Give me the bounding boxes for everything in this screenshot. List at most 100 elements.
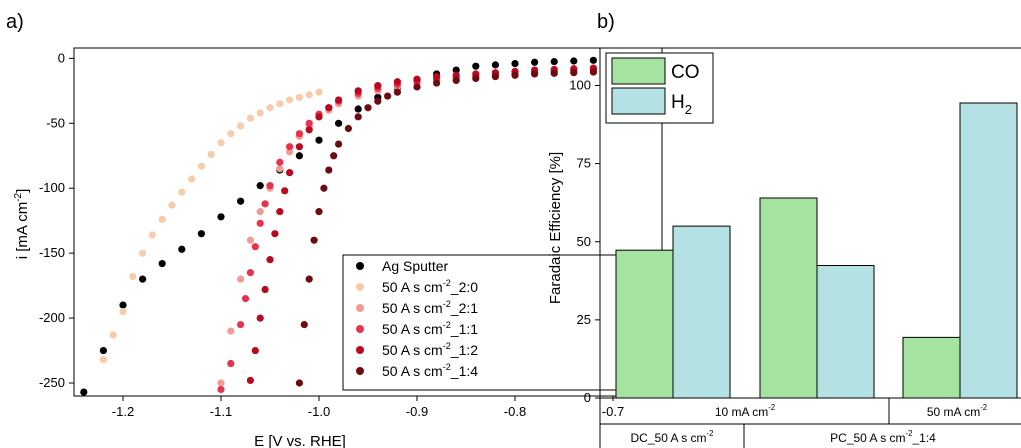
plot-b-bar-co: [759, 197, 818, 399]
plot-a-point: [472, 74, 480, 83]
plot-a-point: [237, 320, 245, 329]
plot-a-y-tick-label: -200: [39, 310, 65, 325]
plot-a-point: [335, 140, 343, 148]
plot-a-point: [315, 113, 323, 121]
plot-a-point: [310, 236, 318, 244]
plot-a-point: [251, 243, 259, 251]
plot-a-point: [452, 66, 460, 74]
plot-a-point: [256, 208, 264, 216]
plot-a-series-1: [99, 88, 323, 364]
plot-b-y-tick-label: 25: [577, 312, 591, 327]
plot-a-point: [472, 62, 480, 70]
plot-a-y-tick-label: -250: [39, 375, 65, 390]
plot-a-point: [286, 143, 294, 151]
plot-a-y-axis-label: i [mA cm-2]: [13, 189, 31, 260]
plot-a-y-tick-label: 0: [58, 50, 65, 65]
plot-a-point: [261, 200, 269, 208]
plot-a-point: [452, 76, 460, 85]
plot-b-bar-h2: [672, 225, 731, 399]
plot-a-point: [295, 93, 303, 101]
plot-a-point: [305, 119, 313, 127]
plot-a-point: [491, 72, 499, 81]
plot-a-point: [315, 88, 323, 96]
plot-a-point: [286, 169, 294, 177]
plot-a-point: [531, 58, 539, 66]
plot-a-point: [295, 130, 303, 138]
plot-a-point: [433, 79, 441, 87]
plot-a-point: [354, 113, 362, 121]
plot-a-point: [413, 83, 421, 91]
plot-a-point: [109, 331, 117, 339]
plot-a-legend-marker: [356, 346, 364, 354]
plot-a-point: [511, 59, 519, 68]
plot-a-point: [286, 148, 294, 156]
plot-a-point: [227, 130, 235, 138]
plot-a-point: [452, 71, 460, 79]
plot-a-point: [246, 236, 254, 244]
plot-a-point: [261, 285, 269, 294]
plot-a-point: [119, 301, 127, 309]
plot-a-point: [158, 259, 166, 268]
plot-b-legend: CO H2: [605, 52, 714, 124]
plot-a-y-tick-label: -150: [39, 245, 65, 260]
plot-a-point: [295, 379, 303, 387]
plot-a-point: [550, 69, 558, 77]
plot-a-point: [188, 175, 196, 183]
plot-a-legend: Ag Sputter 50 A s cm-2_2:0 50 A s cm-2_2:1…: [342, 254, 656, 391]
plot-a-x-tick-label: -1.1: [210, 404, 232, 419]
plot-a-point: [325, 104, 333, 112]
plot-a-point: [315, 136, 323, 144]
plot-a-point: [570, 69, 578, 77]
plot-a-y-tick-label: -50: [46, 115, 65, 130]
plot-a-legend-label: Ag Sputter: [382, 258, 448, 274]
plot-a-legend-marker: [356, 367, 364, 375]
plot-b-y-tick-label: 0: [584, 390, 591, 405]
plot-a-point: [295, 143, 303, 151]
plot-a-legend-label: 50 A s cm-2_1:2: [382, 341, 478, 358]
plot-b-legend-swatch: [611, 87, 666, 115]
plot-a-point: [393, 88, 401, 96]
plot-a-x-tick-label: -0.9: [406, 404, 428, 419]
plot-a-point: [354, 87, 362, 95]
plot-a-point: [217, 379, 225, 387]
plot-b-legend-swatch: [611, 57, 666, 85]
plot-b-legend-label: CO: [671, 62, 700, 83]
plot-a-point: [237, 275, 245, 283]
plot-a-point: [276, 100, 284, 108]
plot-a-legend-label: 50 A s cm-2_2:0: [382, 278, 478, 295]
plot-a-point: [325, 166, 333, 174]
plot-a-point: [139, 249, 147, 257]
plot-a-point: [354, 105, 362, 113]
plot-a-point: [384, 92, 392, 100]
plot-b-y-tick-label: 75: [577, 156, 591, 171]
plot-a-frame: [73, 47, 663, 397]
plot-a-point: [286, 96, 294, 104]
plot-a-point: [315, 208, 323, 216]
plot-a-x-axis-label: E [V vs. RHE]: [254, 433, 346, 448]
plot-a-point: [276, 158, 284, 166]
plot-a-legend-marker: [356, 304, 364, 312]
plot-a-point: [256, 219, 264, 227]
plot-a-point: [237, 197, 245, 205]
plot-b-axes: 0 25 50 75 100: [569, 78, 600, 405]
plot-a-point: [266, 104, 274, 112]
plot-a-point: [217, 213, 225, 221]
plot-a-point: [364, 104, 372, 112]
plot-a-point: [281, 187, 289, 195]
plot-a-point: [374, 97, 382, 105]
plot-a-legend-label: 50 A s cm-2_2:1: [382, 299, 478, 316]
plot-a-point: [246, 269, 254, 277]
plot-a-point: [139, 275, 147, 283]
plot-a-point: [241, 295, 250, 303]
plot-b-bar-h2: [816, 265, 875, 399]
plot-a-point: [305, 91, 313, 99]
plot-a-point: [197, 230, 205, 238]
plot-a-point: [276, 208, 284, 216]
plot-a-point: [413, 75, 421, 83]
plot-a-point: [246, 114, 254, 122]
panel-a: a) -1.2 -1.1 -1.0 -0.9 -0.8 -0.70-50-100-150-…: [6, 11, 663, 448]
plot-a-point: [256, 182, 264, 190]
plot-a-point: [300, 320, 308, 329]
plot-a-point: [330, 152, 338, 160]
plot-a-point: [256, 314, 264, 322]
